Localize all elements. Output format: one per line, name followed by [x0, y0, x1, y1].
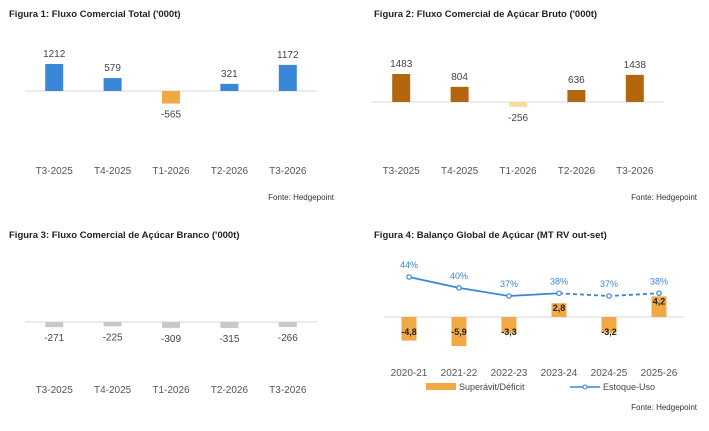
- data-label: -271: [44, 333, 64, 344]
- line-point: [606, 293, 612, 299]
- data-label: 1172: [277, 50, 299, 61]
- chart-panel-3: Figura 3: Fluxo Comercial de Açúcar Bran…: [0, 215, 354, 431]
- chart-title: Figura 1: Fluxo Comercial Total ('000t): [9, 9, 181, 20]
- bar: [601, 317, 617, 333]
- combo-chart-global-balance: -4,8 2020-21 -5,9 2021-22 -3,3 2022-23 2,8 2023…: [384, 260, 684, 392]
- bar: [45, 64, 64, 91]
- line-point: [456, 285, 462, 291]
- category-label: T4-2025: [94, 166, 132, 177]
- legend-swatch-point: [582, 384, 588, 390]
- line-data-label: 38%: [550, 276, 568, 286]
- bar: [625, 74, 644, 102]
- data-label: -4,8: [401, 327, 417, 337]
- chart-title: Figura 2: Fluxo Comercial de Açúcar Brut…: [374, 9, 598, 20]
- bar: [220, 322, 239, 328]
- category-label: T3-2026: [616, 166, 654, 177]
- bar-chart-raw-sugar: 1483 T3-2025 804 T4-2025 -256 T1-2026 636 T2-20…: [372, 59, 664, 177]
- chart-title: Figura 3: Fluxo Comercial de Açúcar Bran…: [9, 230, 240, 241]
- legend-label: Superávit/Déficit: [459, 382, 525, 392]
- bar: [103, 322, 122, 327]
- category-label: T3-2026: [269, 385, 307, 396]
- bar: [103, 78, 122, 91]
- data-label: -5,9: [451, 327, 467, 337]
- category-label: T2-2026: [211, 385, 249, 396]
- data-label: 636: [568, 75, 585, 86]
- line-data-label: 37%: [600, 279, 618, 289]
- series-line-solid: [408, 276, 560, 297]
- category-label: 2020-21: [391, 368, 428, 379]
- line-data-label: 44%: [400, 260, 418, 270]
- chart-source: Fonte: Hedgepoint: [631, 403, 697, 412]
- bar: [45, 322, 64, 328]
- data-label: 4,2: [653, 296, 666, 306]
- bar: [401, 317, 417, 341]
- bar: [450, 86, 469, 102]
- chart-source: Fonte: Hedgepoint: [631, 193, 697, 202]
- chart-title: Figura 4: Balanço Global de Açúcar (MT R…: [374, 230, 607, 241]
- bar: [501, 317, 517, 334]
- legend-label: Estoque-Uso: [603, 382, 655, 392]
- line-data-label: 38%: [650, 276, 668, 286]
- bar: [551, 303, 567, 317]
- category-label: 2022-23: [491, 368, 528, 379]
- bar: [278, 64, 297, 91]
- category-label: T3-2026: [269, 166, 307, 177]
- chart-panel-1: Figura 1: Fluxo Comercial Total ('000t) …: [0, 0, 354, 215]
- line-data-label: 40%: [450, 271, 468, 281]
- data-label: -256: [508, 113, 528, 124]
- data-label: -225: [103, 332, 123, 343]
- line-point: [656, 290, 662, 297]
- bar: [278, 322, 297, 328]
- category-label: T1-2026: [499, 166, 537, 177]
- data-label: 1438: [624, 60, 647, 71]
- data-label: 321: [221, 69, 238, 80]
- bar-chart-total: 1212 T3-2025 579 T4-2025 -565 T1-2026 321 T2-20…: [25, 49, 317, 177]
- chart-panel-2: Figura 2: Fluxo Comercial de Açúcar Brut…: [354, 0, 709, 215]
- data-label: 1483: [390, 59, 413, 70]
- bar: [509, 102, 527, 107]
- data-label: 579: [104, 63, 121, 74]
- category-label: T2-2026: [558, 166, 596, 177]
- category-label: T4-2025: [94, 385, 132, 396]
- line-data-label: 37%: [500, 279, 518, 289]
- category-label: 2024-25: [591, 368, 628, 379]
- category-label: T2-2026: [211, 166, 249, 177]
- line-point: [406, 274, 412, 280]
- data-label: 1212: [43, 49, 66, 60]
- line-point: [556, 290, 562, 297]
- chart-panel-4: Figura 4: Balanço Global de Açúcar (MT R…: [354, 215, 709, 431]
- data-label: -3,2: [601, 327, 617, 337]
- data-label: -266: [278, 333, 298, 344]
- data-label: -3,3: [501, 327, 517, 337]
- category-label: 2021-22: [441, 368, 478, 379]
- data-label: 804: [451, 72, 468, 83]
- category-label: T3-2025: [36, 385, 74, 396]
- data-label: -309: [161, 334, 181, 345]
- category-label: 2023-24: [541, 368, 578, 379]
- category-label: T3-2025: [36, 166, 74, 177]
- bar: [567, 89, 586, 102]
- category-label: 2025-26: [641, 368, 678, 379]
- bar: [392, 74, 411, 102]
- line-point: [506, 293, 512, 299]
- bar: [651, 296, 667, 317]
- legend-swatch-bar: [426, 383, 456, 390]
- data-label: -315: [219, 334, 239, 345]
- bar: [451, 317, 467, 346]
- bar: [162, 322, 180, 328]
- category-label: T4-2025: [441, 166, 479, 177]
- bar: [162, 91, 180, 104]
- category-label: T1-2026: [152, 385, 190, 396]
- bar: [220, 83, 239, 91]
- chart-source: Fonte: Hedgepoint: [268, 193, 334, 202]
- category-label: T3-2025: [383, 166, 421, 177]
- data-label: -565: [161, 110, 181, 121]
- bar-chart-white-sugar: -271 T3-2025 -225 T4-2025 -309 T1-2026 -315 T2-…: [25, 321, 317, 396]
- category-label: T1-2026: [152, 166, 190, 177]
- data-label: 2,8: [553, 303, 566, 313]
